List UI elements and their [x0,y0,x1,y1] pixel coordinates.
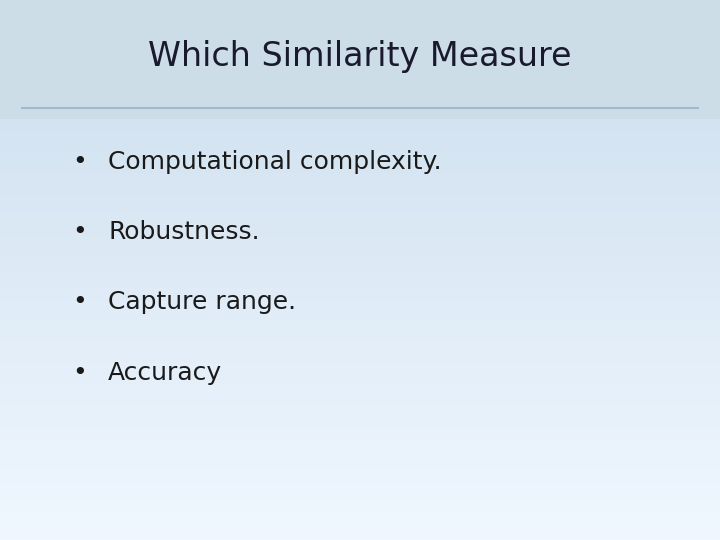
Text: Capture range.: Capture range. [108,291,296,314]
Text: •: • [72,150,86,174]
Text: •: • [72,220,86,244]
Text: Accuracy: Accuracy [108,361,222,384]
Text: •: • [72,361,86,384]
Bar [0,0,720,119]
Text: Robustness.: Robustness. [108,220,260,244]
Text: Which Similarity Measure: Which Similarity Measure [148,40,572,73]
Text: Computational complexity.: Computational complexity. [108,150,441,174]
Text: •: • [72,291,86,314]
